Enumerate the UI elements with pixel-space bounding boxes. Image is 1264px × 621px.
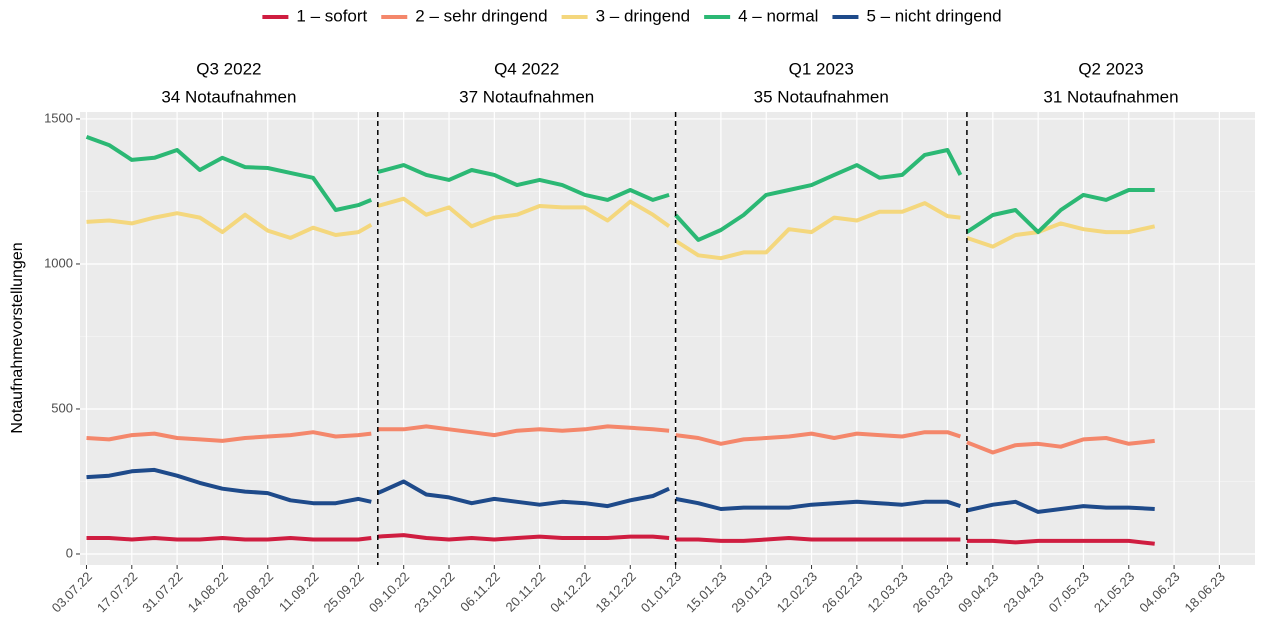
x-tick-label: 18.06.23 (1182, 569, 1228, 615)
x-tick-label: 12.02.23 (774, 569, 820, 615)
y-tick-label: 0 (66, 545, 73, 560)
y-tick-label: 1000 (44, 255, 73, 270)
x-tick-label: 06.11.22 (457, 569, 503, 615)
series-line (85, 135, 1155, 242)
facet-subtitle: 35 Notaufnahmen (754, 87, 889, 106)
x-tick-label: 14.08.22 (185, 569, 231, 615)
x-tick-label: 09.04.23 (955, 569, 1001, 615)
legend-label: 1 – sofort (296, 6, 367, 25)
x-tick-label: 09.10.22 (366, 569, 412, 615)
x-tick-label: 04.12.22 (547, 569, 593, 615)
x-tick-label: 26.03.23 (910, 569, 956, 615)
panel (80, 112, 1255, 565)
x-tick-label: 12.03.23 (864, 569, 910, 615)
x-tick-label: 23.04.23 (1000, 569, 1046, 615)
x-tick-label: 31.07.22 (139, 569, 185, 615)
series-line (86, 196, 1156, 261)
legend-label: 4 – normal (738, 6, 818, 25)
x-tick-label: 28.08.22 (230, 569, 276, 615)
facet-subtitle: 34 Notaufnahmen (161, 87, 296, 106)
x-tick-label: 01.01.23 (638, 569, 684, 615)
x-tick-label: 17.07.22 (94, 569, 140, 615)
facet-title: Q4 2022 (494, 59, 559, 78)
x-tick-label: 23.10.22 (411, 569, 457, 615)
x-tick-label: 18.12.22 (592, 569, 638, 615)
facet-title: Q3 2022 (196, 59, 261, 78)
y-tick-label: 1500 (44, 110, 73, 125)
x-tick-label: 20.11.22 (502, 569, 548, 615)
x-tick-label: 15.01.23 (683, 569, 729, 615)
legend-label: 3 – dringend (596, 6, 691, 25)
x-tick-label: 25.09.22 (321, 569, 367, 615)
facet-title: Q1 2023 (789, 59, 854, 78)
facet-subtitle: 31 Notaufnahmen (1043, 87, 1178, 106)
y-tick-label: 500 (51, 400, 73, 415)
facet-subtitle: 37 Notaufnahmen (459, 87, 594, 106)
x-tick-label: 11.09.22 (276, 569, 322, 615)
x-tick-label: 07.05.23 (1046, 569, 1092, 615)
x-tick-label: 04.06.23 (1136, 569, 1182, 615)
y-axis-label: Notaufnahmevorstellungen (9, 242, 26, 433)
series-line (86, 467, 1155, 514)
series-line (86, 533, 1155, 546)
legend-label: 2 – sehr dringend (415, 6, 547, 25)
facet-title: Q2 2023 (1078, 59, 1143, 78)
x-tick-label: 29.01.23 (728, 569, 774, 615)
x-tick-label: 03.07.22 (49, 569, 95, 615)
legend-label: 5 – nicht dringend (866, 6, 1001, 25)
x-tick-label: 26.02.23 (819, 569, 865, 615)
x-tick-label: 21.05.23 (1091, 569, 1137, 615)
series-line (86, 424, 1155, 455)
